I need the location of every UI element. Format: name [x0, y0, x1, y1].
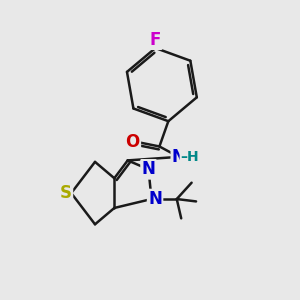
Text: –H: –H	[181, 150, 200, 164]
Text: N: N	[142, 160, 155, 178]
Text: O: O	[125, 133, 140, 151]
Text: F: F	[150, 31, 161, 49]
Text: S: S	[60, 184, 72, 202]
Text: N: N	[148, 190, 162, 208]
Text: N: N	[172, 148, 186, 166]
